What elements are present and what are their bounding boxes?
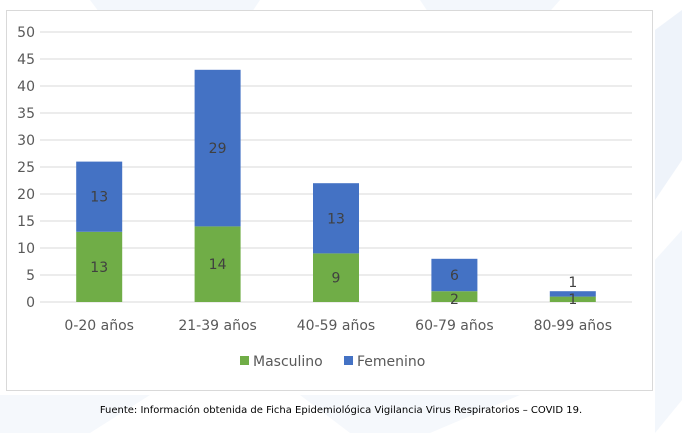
legend-swatch-femenino — [344, 356, 353, 365]
x-axis-ticks: 0-20 años 21-39 años 40-59 años 60-79 años 8… — [64, 318, 612, 334]
y-tick-label: 25 — [17, 160, 35, 176]
source-note: Fuente: Información obtenida de Ficha Ep… — [99, 405, 583, 416]
legend-label-masculino: Masculino — [253, 354, 323, 370]
data-label: 13 — [90, 260, 108, 276]
bar-femenino — [549, 291, 596, 297]
bar-masculino — [313, 253, 359, 302]
y-tick-label: 35 — [17, 106, 35, 122]
data-label: 29 — [209, 141, 227, 157]
bar-masculino — [76, 231, 123, 302]
legend-swatch-masculino — [240, 356, 249, 365]
bar-femenino — [76, 161, 123, 232]
x-tick-label: 60-79 años — [415, 318, 493, 334]
y-tick-label: 10 — [17, 241, 35, 257]
bar-femenino — [313, 183, 359, 254]
legend-label-femenino: Femenino — [357, 354, 425, 370]
bar-femenino — [431, 258, 478, 292]
y-tick-label: 45 — [17, 52, 35, 68]
bar-masculino — [431, 291, 478, 302]
x-tick-label: 21-39 años — [178, 318, 256, 334]
data-label: 9 — [332, 271, 341, 287]
y-tick-label: 20 — [17, 187, 35, 203]
data-label: 6 — [450, 268, 459, 284]
data-label: 2 — [450, 292, 459, 308]
y-tick-label: 0 — [26, 295, 35, 311]
data-label: 13 — [327, 211, 345, 227]
y-tick-label: 15 — [17, 214, 35, 230]
data-labels: 13 13 14 29 9 13 2 6 11 — [90, 141, 577, 308]
bar-masculino — [549, 296, 596, 302]
y-axis-ticks: 0 5 10 15 20 25 30 35 40 45 50 — [17, 25, 35, 311]
data-label: 14 — [209, 257, 227, 273]
bar-femenino — [194, 69, 241, 227]
legend: Masculino Femenino — [240, 354, 425, 370]
bars — [76, 69, 596, 302]
data-label: 1 — [568, 292, 577, 308]
y-tick-label: 30 — [17, 133, 35, 149]
y-tick-label: 50 — [17, 25, 35, 41]
data-label: 13 — [90, 190, 108, 206]
y-tick-label: 5 — [26, 268, 35, 284]
x-tick-label: 80-99 años — [534, 318, 612, 334]
x-tick-label: 40-59 años — [297, 318, 375, 334]
y-tick-label: 40 — [17, 79, 35, 95]
bar-masculino — [194, 226, 241, 302]
x-tick-label: 0-20 años — [64, 318, 134, 334]
data-label: 1 — [568, 275, 577, 291]
